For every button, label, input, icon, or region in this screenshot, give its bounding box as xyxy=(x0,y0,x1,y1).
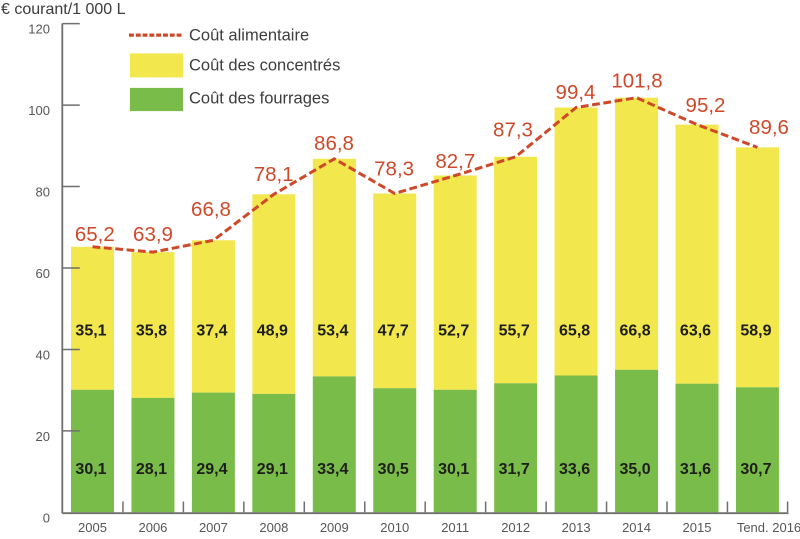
svg-text:29,4: 29,4 xyxy=(196,461,227,478)
svg-text:35,0: 35,0 xyxy=(619,461,650,478)
svg-text:40: 40 xyxy=(36,348,50,363)
svg-text:35,8: 35,8 xyxy=(136,323,167,340)
svg-text:33,6: 33,6 xyxy=(559,461,590,478)
svg-text:87,3: 87,3 xyxy=(493,118,533,141)
svg-text:2009: 2009 xyxy=(320,520,349,534)
svg-text:20: 20 xyxy=(36,429,50,444)
svg-text:Coût alimentaire: Coût alimentaire xyxy=(189,27,309,45)
svg-text:35,1: 35,1 xyxy=(75,323,106,340)
svg-text:2011: 2011 xyxy=(441,520,469,534)
svg-text:Coût des concentrés: Coût des concentrés xyxy=(189,57,340,75)
svg-text:Tend. 2016: Tend. 2016 xyxy=(737,520,800,534)
svg-text:63,9: 63,9 xyxy=(133,223,173,246)
svg-text:66,8: 66,8 xyxy=(191,198,231,221)
svg-text:2014: 2014 xyxy=(622,520,651,534)
svg-text:2006: 2006 xyxy=(138,520,167,534)
svg-text:86,8: 86,8 xyxy=(314,132,354,155)
svg-text:55,7: 55,7 xyxy=(499,323,530,340)
svg-text:2007: 2007 xyxy=(199,520,228,534)
svg-text:65,2: 65,2 xyxy=(75,223,115,246)
svg-text:120: 120 xyxy=(28,22,50,37)
svg-text:101,8: 101,8 xyxy=(611,69,662,92)
svg-text:95,2: 95,2 xyxy=(686,94,726,117)
svg-text:65,8: 65,8 xyxy=(559,323,590,340)
svg-text:48,9: 48,9 xyxy=(257,323,288,340)
svg-text:29,1: 29,1 xyxy=(257,461,288,478)
svg-text:53,4: 53,4 xyxy=(317,323,348,340)
svg-text:30,7: 30,7 xyxy=(740,461,771,478)
svg-text:2013: 2013 xyxy=(562,520,591,534)
svg-text:31,7: 31,7 xyxy=(499,461,530,478)
svg-text:33,4: 33,4 xyxy=(317,461,348,478)
svg-text:47,7: 47,7 xyxy=(378,323,409,340)
svg-text:2005: 2005 xyxy=(78,520,107,534)
svg-text:37,4: 37,4 xyxy=(196,323,227,340)
svg-text:Coût des fourrages: Coût des fourrages xyxy=(189,90,329,108)
svg-text:63,6: 63,6 xyxy=(680,323,711,340)
svg-text:30,5: 30,5 xyxy=(378,461,409,478)
svg-text:52,7: 52,7 xyxy=(438,323,469,340)
svg-text:2015: 2015 xyxy=(683,520,712,534)
svg-text:2010: 2010 xyxy=(380,520,409,534)
svg-text:78,3: 78,3 xyxy=(374,157,414,180)
svg-text:80: 80 xyxy=(36,185,50,200)
svg-text:2012: 2012 xyxy=(501,520,530,534)
svg-text:0: 0 xyxy=(43,510,50,525)
svg-text:30,1: 30,1 xyxy=(438,461,469,478)
svg-text:28,1: 28,1 xyxy=(136,461,167,478)
svg-text:78,1: 78,1 xyxy=(254,163,294,186)
svg-text:66,8: 66,8 xyxy=(619,323,650,340)
svg-text:2008: 2008 xyxy=(259,520,288,534)
svg-text:31,6: 31,6 xyxy=(680,461,711,478)
svg-text:100: 100 xyxy=(28,103,50,118)
svg-text:30,1: 30,1 xyxy=(75,461,106,478)
svg-text:60: 60 xyxy=(36,266,50,281)
svg-text:82,7: 82,7 xyxy=(435,150,475,173)
svg-text:58,9: 58,9 xyxy=(740,323,771,340)
svg-text:89,6: 89,6 xyxy=(749,116,789,139)
svg-text:99,4: 99,4 xyxy=(556,81,596,104)
svg-text:€ courant/1 000 L: € courant/1 000 L xyxy=(1,1,126,18)
